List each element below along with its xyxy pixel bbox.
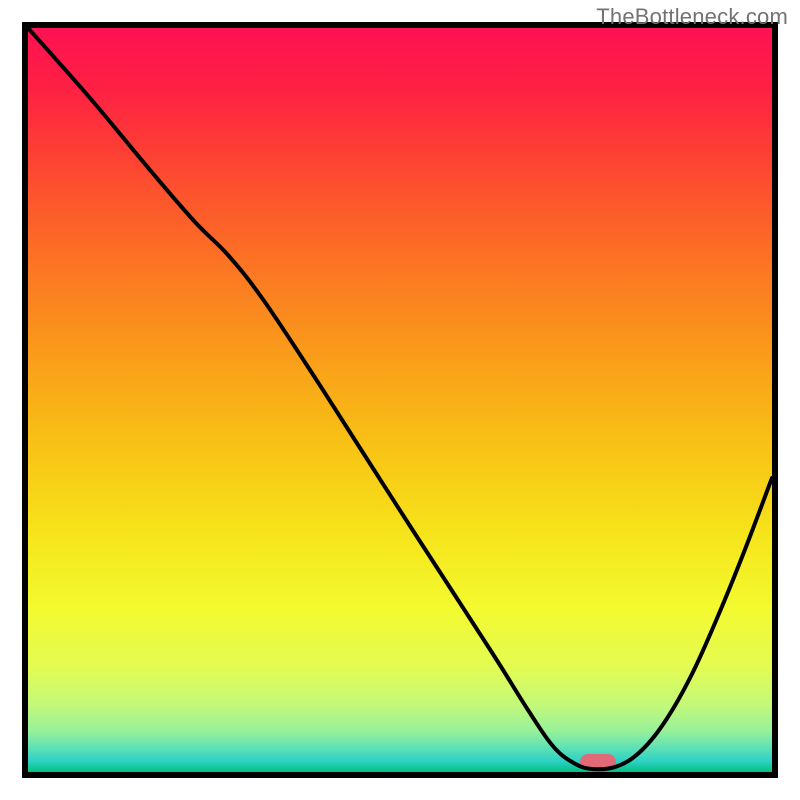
watermark-text: TheBottleneck.com (596, 4, 788, 30)
plot-background (28, 28, 772, 772)
chart-frame: TheBottleneck.com (0, 0, 800, 800)
bottleneck-chart (0, 0, 800, 800)
